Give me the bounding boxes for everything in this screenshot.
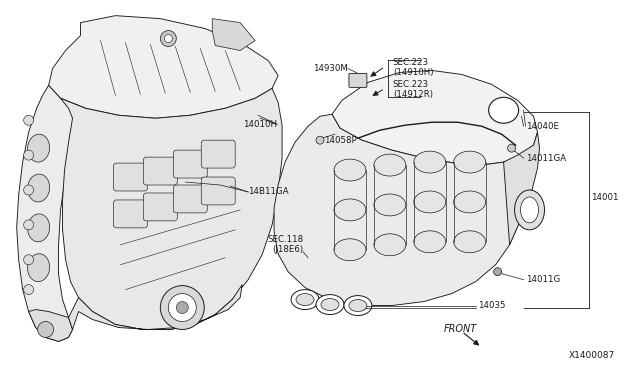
FancyBboxPatch shape <box>143 193 177 221</box>
Ellipse shape <box>488 97 518 123</box>
Ellipse shape <box>414 191 445 213</box>
Text: 14B11GA: 14B11GA <box>248 187 289 196</box>
Text: FRONT: FRONT <box>444 324 477 334</box>
Polygon shape <box>49 16 278 118</box>
FancyBboxPatch shape <box>349 73 367 87</box>
Ellipse shape <box>321 299 339 311</box>
FancyBboxPatch shape <box>201 177 235 205</box>
Polygon shape <box>61 89 282 330</box>
FancyBboxPatch shape <box>113 163 147 191</box>
Ellipse shape <box>520 197 538 223</box>
Ellipse shape <box>296 294 314 305</box>
Circle shape <box>24 285 34 295</box>
Circle shape <box>168 294 196 321</box>
Ellipse shape <box>374 154 406 176</box>
Text: (J18E6): (J18E6) <box>272 245 303 254</box>
Ellipse shape <box>344 296 372 315</box>
Text: SEC.223: SEC.223 <box>393 58 429 67</box>
Ellipse shape <box>515 190 545 230</box>
Ellipse shape <box>414 231 445 253</box>
Polygon shape <box>212 19 255 51</box>
Ellipse shape <box>454 151 486 173</box>
Ellipse shape <box>28 134 50 162</box>
Circle shape <box>176 302 188 314</box>
Ellipse shape <box>334 199 366 221</box>
Circle shape <box>24 255 34 265</box>
Ellipse shape <box>349 299 367 311</box>
Ellipse shape <box>454 191 486 213</box>
Ellipse shape <box>454 231 486 253</box>
Ellipse shape <box>28 254 50 282</box>
Ellipse shape <box>334 159 366 181</box>
Circle shape <box>161 31 176 46</box>
Circle shape <box>316 136 324 144</box>
Ellipse shape <box>316 295 344 314</box>
Text: (14910H): (14910H) <box>393 68 433 77</box>
FancyBboxPatch shape <box>201 140 235 168</box>
Circle shape <box>38 321 54 337</box>
Circle shape <box>493 268 502 276</box>
FancyBboxPatch shape <box>143 157 177 185</box>
Ellipse shape <box>374 194 406 216</box>
Text: 14058P: 14058P <box>324 136 356 145</box>
Ellipse shape <box>414 151 445 173</box>
Text: 14930M: 14930M <box>313 64 348 73</box>
Text: 14035: 14035 <box>477 301 505 310</box>
Ellipse shape <box>374 234 406 256</box>
FancyBboxPatch shape <box>173 150 207 178</box>
Circle shape <box>24 185 34 195</box>
Circle shape <box>508 144 516 152</box>
Polygon shape <box>17 86 86 341</box>
Ellipse shape <box>291 290 319 310</box>
Polygon shape <box>504 132 540 245</box>
Text: SEC.118: SEC.118 <box>267 235 303 244</box>
FancyBboxPatch shape <box>173 185 207 213</box>
Polygon shape <box>274 114 525 305</box>
Circle shape <box>24 150 34 160</box>
Text: 14040E: 14040E <box>525 122 559 131</box>
Text: (14912R): (14912R) <box>393 90 433 99</box>
Circle shape <box>24 115 34 125</box>
Text: 14011G: 14011G <box>525 275 560 284</box>
Text: SEC.223: SEC.223 <box>393 80 429 89</box>
Text: X1400087: X1400087 <box>569 351 615 360</box>
Text: 14001: 14001 <box>591 193 619 202</box>
Polygon shape <box>68 285 242 330</box>
FancyBboxPatch shape <box>113 200 147 228</box>
Ellipse shape <box>334 239 366 261</box>
Circle shape <box>161 286 204 330</box>
Circle shape <box>164 35 172 42</box>
Polygon shape <box>332 70 538 165</box>
Text: 14011GA: 14011GA <box>525 154 566 163</box>
Ellipse shape <box>28 214 50 242</box>
Circle shape <box>24 220 34 230</box>
Ellipse shape <box>28 174 50 202</box>
Text: 14010H: 14010H <box>243 120 277 129</box>
Polygon shape <box>29 310 72 341</box>
